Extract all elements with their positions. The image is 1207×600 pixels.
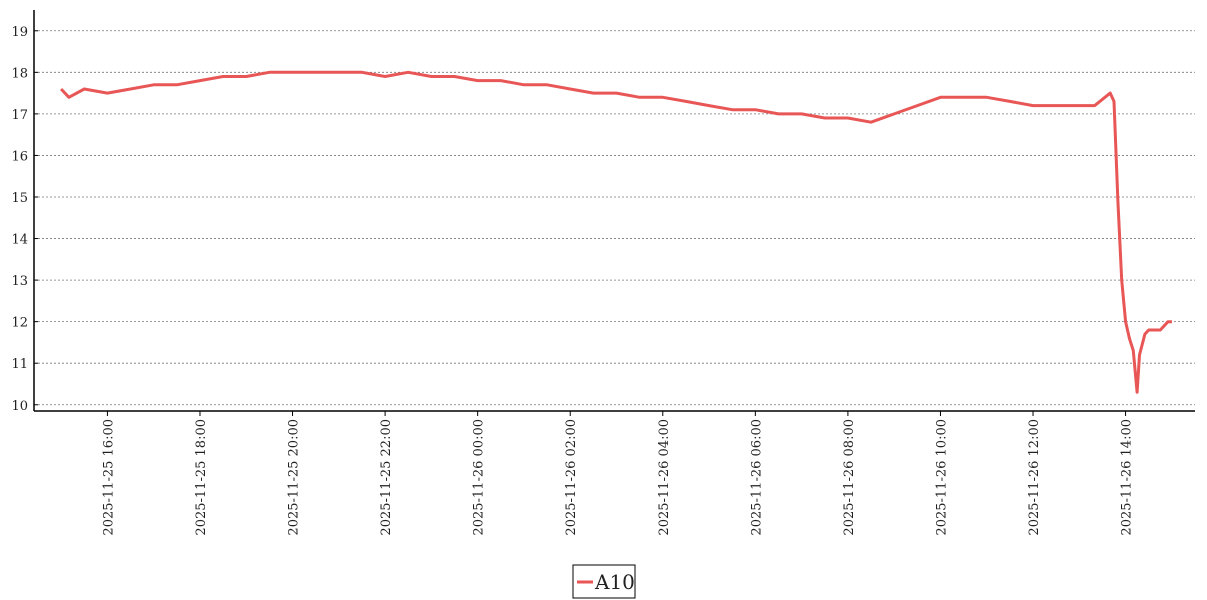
x-tick-label: 2025-11-26 06:00 [749,419,764,536]
legend-label: A10 [594,570,635,594]
y-tick-label: 11 [11,357,28,372]
legend: A10 [572,564,636,599]
y-tick-label: 18 [11,66,28,81]
x-tick-label: 2025-11-26 04:00 [657,419,672,536]
data-line [60,70,1172,394]
x-tick-label: 2025-11-25 20:00 [287,419,302,536]
y-tick-label: 10 [11,399,28,414]
x-tick-label: 2025-11-26 10:00 [934,419,949,536]
y-tick-label: 12 [11,316,28,331]
x-tick-label: 2025-11-25 22:00 [379,419,394,536]
y-tick-label: 13 [11,274,28,289]
x-tick-label: 2025-11-26 14:00 [1120,419,1135,536]
y-tick-label: 19 [11,25,28,40]
x-tick-label: 2025-11-26 08:00 [842,419,857,536]
x-tick-label: 2025-11-25 18:00 [194,419,209,536]
y-tick-label: 16 [11,149,28,164]
x-tick-label: 2025-11-25 16:00 [101,419,116,536]
x-tick-label: 2025-11-26 00:00 [472,419,487,536]
x-tick-label: 2025-11-26 02:00 [564,419,579,536]
x-tick-label: 2025-11-26 12:00 [1027,419,1042,536]
y-tick-label: 14 [11,233,28,248]
y-tick-label: 17 [11,108,28,123]
y-tick-label: 15 [11,191,28,206]
